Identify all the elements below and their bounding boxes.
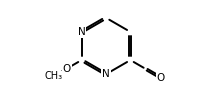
Text: CH₃: CH₃ (45, 71, 63, 81)
Text: O: O (63, 64, 71, 74)
Text: O: O (157, 73, 165, 83)
Text: N: N (102, 69, 110, 79)
Text: N: N (78, 27, 85, 37)
